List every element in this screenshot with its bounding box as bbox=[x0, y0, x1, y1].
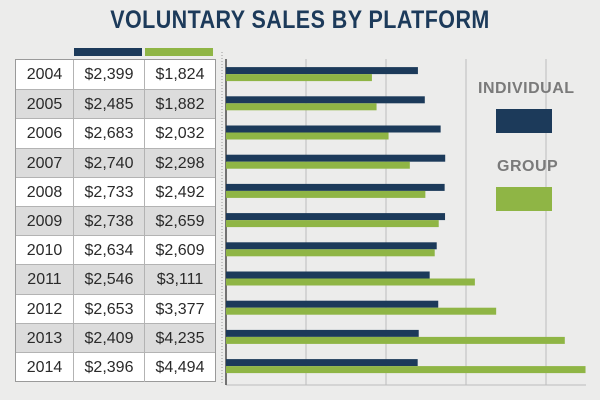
table-cell-group: $2,659 bbox=[155, 213, 205, 230]
table-cell-year: 2013 bbox=[16, 323, 74, 353]
bar-individual bbox=[226, 329, 419, 337]
bar-individual bbox=[226, 242, 437, 250]
table-cell-year: 2007 bbox=[16, 148, 74, 178]
table-cell-group: $3,377 bbox=[155, 300, 205, 318]
bar-individual bbox=[226, 213, 446, 221]
legend-label-individual: INDIVIDUAL bbox=[478, 80, 575, 97]
table-row: 2005 $2,485 $1,882 bbox=[16, 89, 215, 120]
table-row: 2008 $2,733 $2,492 bbox=[16, 176, 215, 207]
table-row: 2004 $2,399 $1,824 bbox=[16, 60, 215, 89]
table-cell-individual: $2,399 bbox=[74, 60, 145, 89]
table-cell-group: $1,882 bbox=[155, 96, 205, 114]
table-cell-year: 2005 bbox=[16, 90, 74, 120]
table-cell-year: 2011 bbox=[16, 265, 74, 295]
legend-swatch-group bbox=[496, 187, 552, 211]
bar-individual bbox=[226, 359, 418, 367]
table-cell-group: $4,235 bbox=[155, 329, 205, 347]
bar-group bbox=[226, 103, 377, 111]
table-cell-year: 2010 bbox=[16, 236, 74, 266]
table-cell-individual: $2,740 bbox=[74, 148, 145, 178]
table-cell-individual: $2,634 bbox=[74, 236, 145, 266]
bar-group bbox=[226, 307, 497, 315]
table-row: 2007 $2,740 $2,298 bbox=[16, 147, 215, 178]
table-cell-group: $2,609 bbox=[155, 242, 205, 260]
table-cell-year: 2008 bbox=[16, 177, 74, 207]
table-cell-year: 2012 bbox=[16, 294, 74, 324]
sales-table: 2004 $2,399 $1,824 2005 $2,485 $1,882 2006 $2,6… bbox=[15, 59, 216, 382]
table-cell-individual: $2,733 bbox=[74, 177, 145, 207]
table-cell-individual: $2,683 bbox=[74, 119, 145, 149]
bar-group bbox=[226, 74, 372, 82]
table-cell-group: $3,111 bbox=[156, 271, 204, 289]
table-row: 2009 $2,738 $2,659 bbox=[16, 206, 215, 236]
table-row: 2014 $2,396 $4,494 bbox=[16, 352, 215, 382]
group-column-swatch bbox=[145, 48, 213, 56]
table-cell-year: 2009 bbox=[16, 207, 74, 236]
bar-group bbox=[226, 336, 565, 344]
bar-group bbox=[226, 161, 410, 169]
table-row: 2012 $2,653 $3,377 bbox=[16, 293, 215, 324]
table-cell-group: $2,298 bbox=[155, 154, 205, 172]
table-cell-individual: $2,738 bbox=[74, 207, 145, 236]
table-cell-year: 2014 bbox=[16, 353, 74, 382]
table-cell-year: 2004 bbox=[16, 60, 74, 89]
table-cell-individual: $2,653 bbox=[74, 294, 145, 324]
bar-group bbox=[226, 366, 586, 374]
table-cell-individual: $2,396 bbox=[74, 353, 145, 382]
bar-individual bbox=[226, 271, 430, 279]
table-cell-group: $4,494 bbox=[155, 359, 205, 376]
table-cell-group: $1,824 bbox=[155, 66, 205, 83]
individual-column-swatch bbox=[74, 48, 142, 56]
bar-group bbox=[226, 249, 435, 257]
bar-group bbox=[226, 132, 389, 140]
bar-individual bbox=[226, 67, 418, 75]
table-row: 2010 $2,634 $2,609 bbox=[16, 235, 215, 266]
bar-individual bbox=[226, 183, 445, 191]
bar-individual bbox=[226, 300, 439, 308]
table-cell-group: $2,492 bbox=[155, 183, 205, 201]
table-cell-group: $2,032 bbox=[155, 125, 205, 143]
chart-title: VOLUNTARY SALES BY PLATFORM bbox=[110, 6, 490, 34]
bar-group bbox=[226, 278, 475, 286]
table-cell-year: 2006 bbox=[16, 119, 74, 149]
bar-group bbox=[226, 190, 426, 198]
bar-individual bbox=[226, 154, 446, 162]
table-cell-individual: $2,485 bbox=[74, 90, 145, 120]
bar-individual bbox=[226, 96, 425, 104]
bar-group bbox=[226, 220, 439, 228]
table-cell-individual: $2,409 bbox=[74, 323, 145, 353]
bar-individual bbox=[226, 125, 441, 133]
table-row: 2011 $2,546 $3,111 bbox=[16, 264, 215, 295]
legend-label-group: GROUP bbox=[497, 158, 559, 175]
legend-swatch-individual bbox=[496, 109, 552, 133]
table-row: 2013 $2,409 $4,235 bbox=[16, 322, 215, 353]
table-cell-individual: $2,546 bbox=[74, 265, 145, 295]
table-row: 2006 $2,683 $2,032 bbox=[16, 118, 215, 149]
